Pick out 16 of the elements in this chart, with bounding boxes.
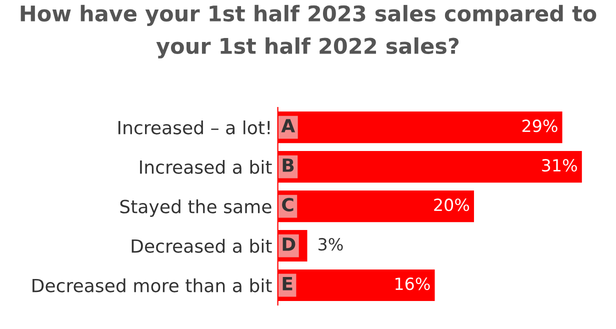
y-tick-label: Stayed the same bbox=[120, 199, 272, 217]
data-label: 29% bbox=[522, 120, 558, 132]
y-tick-label: Increased a bit bbox=[140, 160, 272, 174]
annotation: C bbox=[282, 198, 294, 212]
chart-title: How have your 1st half 2023 sales compared to your 1st half 2022 sales? bbox=[20, 4, 596, 58]
data-label: 16% bbox=[396, 277, 430, 290]
y-tick-label: Increased – a lot! bbox=[118, 120, 270, 134]
y-tick-label: Decreased a bit bbox=[132, 238, 272, 253]
annotation: D bbox=[282, 238, 296, 251]
annotation: A bbox=[281, 119, 296, 132]
y-tick-label: Decreased more than a bit bbox=[32, 278, 272, 292]
annotation: B bbox=[282, 158, 294, 172]
data-label: 20% bbox=[434, 198, 470, 212]
data-label: 31% bbox=[542, 159, 577, 172]
data-label: 3% bbox=[318, 238, 343, 251]
annotation: E bbox=[282, 277, 292, 290]
